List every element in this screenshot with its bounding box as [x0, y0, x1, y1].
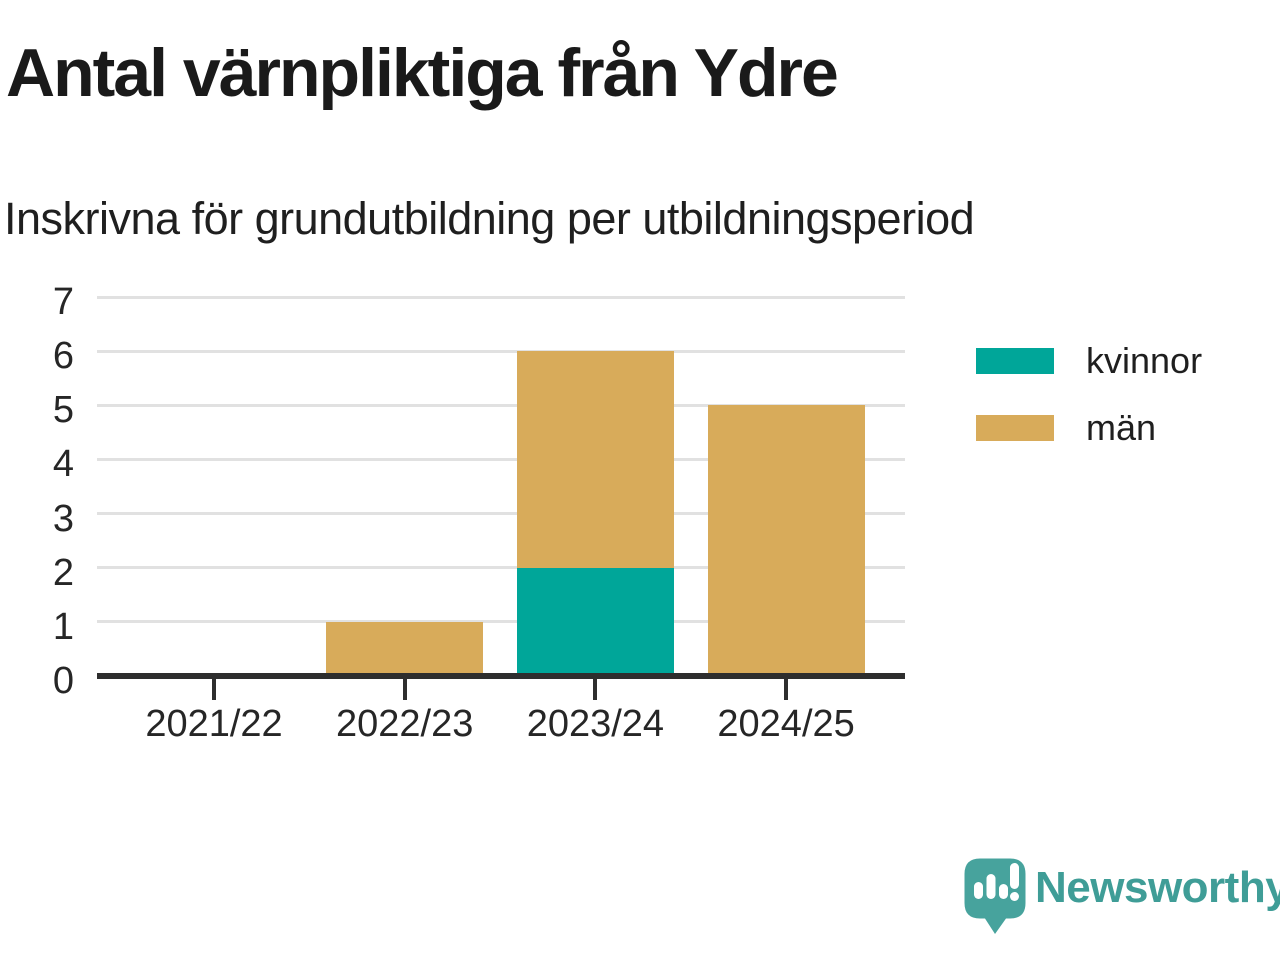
y-gridline: [97, 349, 905, 353]
legend-item-kvinnor: kvinnor: [976, 343, 1202, 379]
x-axis-tick-label: 2024/25: [717, 703, 855, 745]
legend-swatch-män: [976, 415, 1054, 441]
x-axis-tick: [402, 676, 407, 700]
y-gridline: [97, 403, 905, 407]
y-gridline: [97, 295, 905, 299]
legend: kvinnor män: [976, 343, 1202, 477]
x-axis-tick: [212, 676, 216, 700]
y-gridline: [97, 620, 905, 624]
y-gridline: [97, 512, 905, 516]
y-gridline: [97, 566, 905, 570]
legend-swatch-kvinnor: [976, 348, 1054, 374]
newsworthy-logo-icon: [964, 858, 1026, 934]
chart-title: Antal värnpliktiga från Ydre: [6, 35, 839, 111]
chart-subtitle: Inskrivna för grundutbildning per utbild…: [4, 193, 975, 244]
bar-segment-män: [326, 621, 484, 676]
y-axis-tick-label: 1: [52, 605, 74, 648]
x-axis-tick-label: 2022/23: [336, 703, 474, 745]
x-axis-tick-label: 2023/24: [526, 703, 665, 745]
y-axis-tick-label: 6: [52, 335, 74, 378]
y-axis-tick-label: 5: [52, 389, 74, 432]
y-axis-tick-label: 0: [52, 660, 74, 702]
brand-name: Newsworthy: [1035, 863, 1280, 912]
y-axis-tick-label: 3: [52, 497, 74, 540]
x-axis-tick: [784, 676, 789, 700]
y-gridline: [97, 457, 905, 461]
x-axis-tick: [593, 676, 598, 700]
brand-footer: Newsworthy: [963, 858, 1280, 936]
x-axis-tick-label: 2021/22: [145, 703, 283, 745]
x-axis-line: [97, 673, 905, 679]
legend-label-män: män: [1086, 407, 1157, 448]
y-axis-tick-label: 4: [52, 443, 74, 486]
bar-segment-kvinnor: [516, 567, 674, 676]
bar-segment-män: [516, 351, 674, 568]
legend-label-kvinnor: kvinnor: [1086, 340, 1203, 381]
y-axis-tick-label: 7: [52, 281, 74, 323]
y-axis-tick-label: 2: [52, 551, 74, 594]
legend-item-män: män: [976, 410, 1202, 446]
bar-segment-män: [707, 405, 865, 676]
